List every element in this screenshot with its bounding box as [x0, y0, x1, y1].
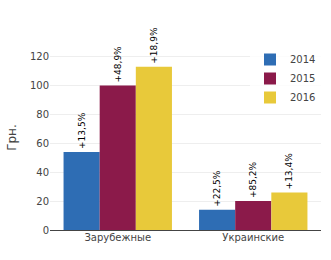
svg-text:+85,2%: +85,2%: [248, 162, 258, 199]
svg-text:Грн.: Грн.: [5, 124, 19, 151]
svg-text:20: 20: [36, 196, 49, 207]
svg-text:60: 60: [36, 138, 49, 149]
svg-text:+13,5%: +13,5%: [77, 112, 87, 149]
svg-text:Украинские: Украинские: [222, 232, 284, 243]
svg-text:100: 100: [30, 80, 49, 91]
svg-text:+18,9%: +18,9%: [149, 27, 159, 64]
svg-text:2014: 2014: [290, 54, 315, 65]
svg-text:Зарубежные: Зарубежные: [84, 232, 151, 243]
svg-text:+48,9%: +48,9%: [113, 46, 123, 83]
svg-text:80: 80: [36, 109, 49, 120]
svg-text:+13,4%: +13,4%: [284, 153, 294, 190]
svg-text:0: 0: [43, 225, 49, 236]
svg-text:120: 120: [30, 51, 49, 62]
svg-text:+22,5%: +22,5%: [212, 170, 222, 207]
svg-text:2016: 2016: [290, 92, 315, 103]
svg-text:2015: 2015: [290, 73, 315, 84]
svg-text:40: 40: [36, 167, 49, 178]
